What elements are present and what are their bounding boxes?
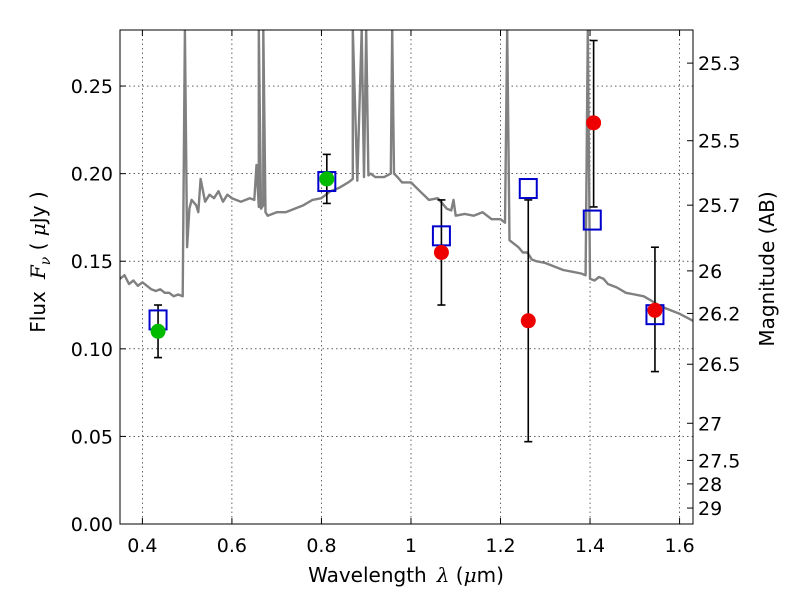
grid-x: [142, 30, 680, 524]
y2-tick-label: 25.7: [698, 195, 740, 217]
x-axis-label-symbol: λ: [436, 563, 450, 587]
y-axis-label-unit-rest: Jy ): [26, 191, 50, 225]
x-ticks: 0.4 0.6 0.8 1 1.2 1.4 1.6: [127, 30, 695, 557]
x-tick-label: 1.6: [664, 535, 694, 557]
y-axis-label-unit-open: (: [26, 236, 50, 257]
x-axis-label: Wavelength λ (μm): [308, 563, 504, 587]
y2-tick-label: 28: [698, 474, 722, 496]
y2-tick-label: 25.5: [698, 131, 740, 153]
y2-tick-label: 27.5: [698, 450, 740, 472]
plot-background: [120, 30, 693, 524]
plot-frame: [119, 29, 694, 525]
y-tick-label: 0.15: [71, 251, 113, 273]
model-flux-square: [518, 178, 538, 200]
x-tick-label: 1.2: [485, 535, 515, 557]
x-tick-label: 1: [405, 535, 417, 557]
model-flux-square: [582, 209, 602, 231]
x-axis-label-text: Wavelength: [308, 563, 427, 587]
x-axis-label-unit-rest: m): [477, 563, 504, 587]
y-axis-label: Flux Fν ( μJy ): [26, 191, 54, 332]
x-axis-label-unit-open: (: [449, 563, 463, 587]
y2-tick-label: 26.2: [698, 303, 740, 325]
observed-point: [433, 244, 449, 260]
y2-tick-label: 27: [698, 413, 722, 435]
y-axis-label-subscript: ν: [38, 256, 54, 265]
observed-point: [520, 313, 536, 329]
x-tick-label: 1.4: [575, 535, 605, 557]
y2-tick-label: 29: [698, 498, 722, 520]
y-tick-label: 0.05: [71, 426, 113, 448]
observed-point: [586, 115, 602, 131]
observed-points: [150, 115, 663, 339]
y2-tick-label: 25.3: [698, 53, 740, 75]
y-axis-label-text: Flux: [26, 291, 50, 333]
y-tick-label: 0.10: [71, 339, 113, 361]
x-tick-label: 0.6: [217, 535, 247, 557]
y2-tick-label: 26: [698, 261, 722, 283]
x-tick-label: 0.4: [127, 535, 157, 557]
observed-point: [150, 323, 166, 339]
y-tick-label: 0.00: [71, 514, 113, 536]
y-tick-label: 0.25: [71, 76, 113, 98]
y-axis-label-unit-mu: μ: [26, 223, 50, 236]
y2-tick-label: 26.5: [698, 354, 740, 376]
y2-axis-label: Magnitude (AB): [755, 191, 779, 346]
sed-model-line: [120, 30, 693, 322]
observed-point: [647, 302, 663, 318]
y-axis-label-symbol: F: [26, 264, 50, 280]
y-ticks: 0.00 0.05 0.10 0.15 0.20 0.25: [71, 76, 126, 536]
x-axis-label-unit-mu: μ: [464, 563, 477, 587]
observed-point: [319, 171, 335, 187]
x-tick-label: 0.8: [306, 535, 336, 557]
y-tick-label: 0.20: [71, 164, 113, 186]
